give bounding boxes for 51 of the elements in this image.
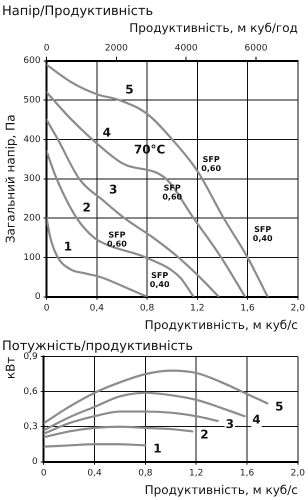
x-tick-label: 1,2 xyxy=(189,468,204,479)
series-label: 5 xyxy=(275,399,284,414)
series-label: 5 xyxy=(125,82,134,96)
line-series xyxy=(46,118,220,297)
y-tick-label: 600 xyxy=(23,56,41,66)
annotation: SFP 0,60 xyxy=(162,184,183,202)
series-label: 1 xyxy=(64,240,72,254)
y-tick-label: 100 xyxy=(23,252,41,263)
y-tick-label: 0,9 xyxy=(23,352,38,362)
annotation: SFP 0,40 xyxy=(150,270,170,289)
x2-tick-label: 0 xyxy=(44,44,50,54)
x2-tick-label: 6000 xyxy=(244,44,268,54)
chart-title: Напір/Продуктивність xyxy=(2,4,154,20)
y-axis-title: Загальний напір, Па xyxy=(3,114,18,244)
series-label: 3 xyxy=(226,417,234,432)
y-tick-label: 400 xyxy=(23,134,41,145)
y-tick-label: 0,6 xyxy=(23,387,38,398)
y-axis-title: кВт xyxy=(3,356,18,380)
y-tick-label: 500 xyxy=(23,95,41,106)
x2-axis-title: Продуктивність, м куб/год xyxy=(129,20,298,35)
x2-tick-label: 2000 xyxy=(104,44,128,54)
series-label: 2 xyxy=(82,200,91,214)
x-axis-title: Продуктивність, м куб/с xyxy=(144,318,298,332)
annotation: SFP 0,60 xyxy=(201,155,222,174)
x-tick-label: 0 xyxy=(44,304,50,314)
series-label: 1 xyxy=(153,442,162,456)
y-tick-label: 300 xyxy=(23,174,41,184)
x-tick-label: 1,6 xyxy=(240,468,254,479)
x-tick-label: 1,6 xyxy=(240,304,256,314)
series-label: 4 xyxy=(252,412,261,426)
x-tick-label: 2,0 xyxy=(290,304,306,314)
x-tick-label: 2,0 xyxy=(290,468,306,479)
annotation: SFP 0,60 xyxy=(107,230,128,249)
x-tick-label: 0,4 xyxy=(87,468,102,479)
series-label: 2 xyxy=(200,428,209,442)
annotation: SFP 0,40 xyxy=(252,224,273,243)
x-tick-label: 0,8 xyxy=(138,468,153,479)
series-label: 3 xyxy=(108,182,118,197)
x-tick-label: 0,8 xyxy=(140,304,155,314)
x2-tick-label: 4000 xyxy=(174,44,198,54)
x-tick-label: 1,2 xyxy=(190,304,204,314)
y-tick-label: 0 xyxy=(34,292,41,302)
line-series xyxy=(44,392,246,432)
y-tick-label: 0,3 xyxy=(23,422,38,432)
x-tick-label: 0,4 xyxy=(90,304,104,314)
y-tick-label: 200 xyxy=(23,213,41,224)
line-series xyxy=(46,217,148,297)
series-label: 4 xyxy=(102,126,112,140)
y-tick-label: 0 xyxy=(32,457,38,468)
x-axis-title: Продуктивність, м куб/с xyxy=(144,482,298,497)
chart-title: Потужність/продуктивність xyxy=(2,339,193,354)
